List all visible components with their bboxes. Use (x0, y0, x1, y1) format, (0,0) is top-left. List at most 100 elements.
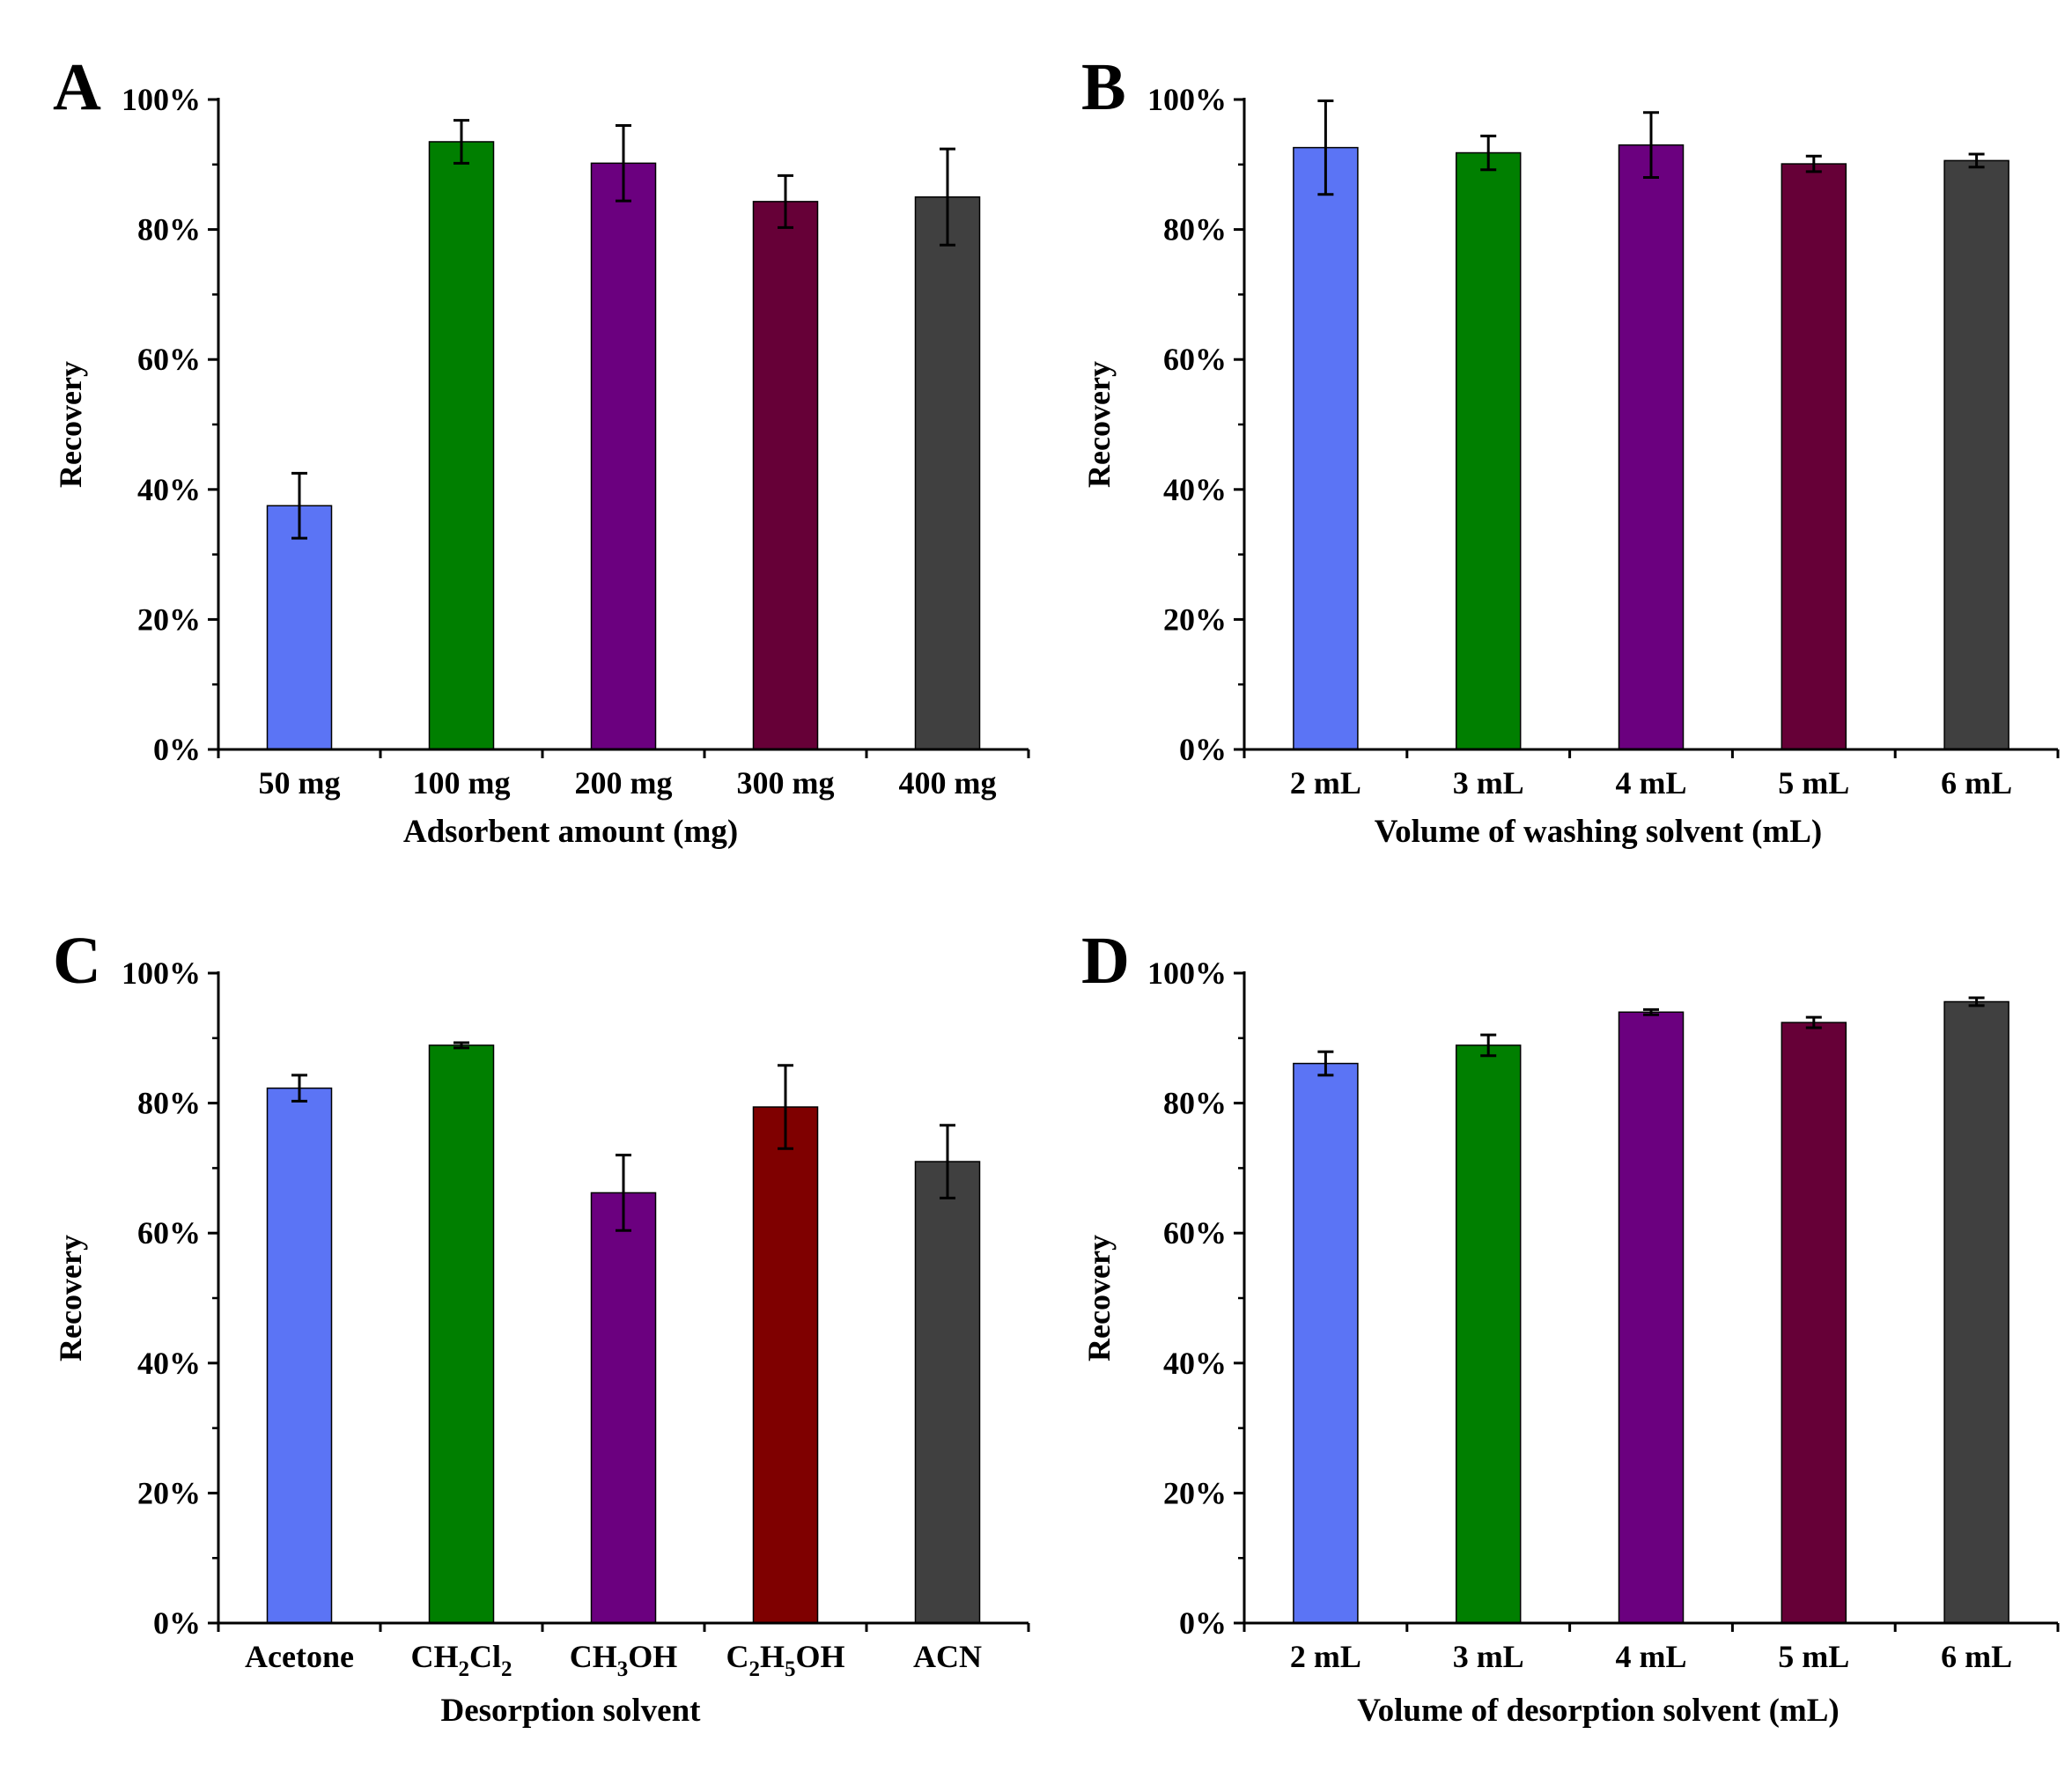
x-tick-label: 2 mL (1290, 1639, 1361, 1674)
x-tick-label: CH3OH (570, 1639, 678, 1681)
error-bar (616, 1154, 631, 1232)
y-axis-title: Recovery (1081, 361, 1117, 488)
y-tick-label: 0% (1179, 732, 1227, 767)
chart-panel-b: B 0% 20% 40% 60% 80% 100% 2 mL 3 mL 4 mL 5 mL 6 mL V… (1081, 50, 2060, 850)
x-axis-title: Volume of desorption solvent (mL) (1357, 1693, 1839, 1729)
chart-panel-c: C 0% 20% 40% 60% 80% 100% Acetone CH2Cl2 CH3OH C2H… (53, 924, 1030, 1729)
bar (1293, 1062, 1359, 1624)
error-bar (291, 1074, 307, 1103)
x-axis-title: Adsorbent amount (mg) (403, 814, 738, 850)
y-tick-label: 40% (1163, 1346, 1227, 1381)
x-axis-title: Volume of washing solvent (mL) (1375, 814, 1822, 850)
y-axis-title: Recovery (1081, 1235, 1117, 1361)
y-tick-label: 20% (1163, 601, 1227, 637)
bar (752, 201, 819, 750)
x-tick-label: 3 mL (1453, 1639, 1524, 1674)
x-tick-label: 50 mg (259, 765, 341, 801)
error-bar (940, 1124, 955, 1199)
x-tick-label: 2 mL (1290, 765, 1361, 801)
y-tick-label: 60% (1163, 1215, 1227, 1251)
y-tick-label: 100% (1147, 956, 1227, 991)
y-tick-label: 80% (137, 212, 201, 247)
bar (428, 1044, 495, 1624)
y-tick-label: 0% (1179, 1605, 1227, 1641)
y-tick-label: 20% (137, 1475, 201, 1510)
bar (590, 162, 657, 750)
y-tick-label: 40% (137, 472, 201, 507)
x-tick-label: Acetone (245, 1639, 354, 1674)
y-tick-label: 60% (137, 342, 201, 377)
bar (266, 505, 333, 750)
bar (590, 1192, 657, 1624)
chart-panel-d: D 0% 20% 40% 60% 80% 100% 2 mL 3 mL 4 mL 5 mL 6 mL V… (1081, 924, 2060, 1729)
y-tick-label: 100% (1147, 82, 1227, 117)
error-bar (453, 1041, 469, 1050)
x-tick-label: 5 mL (1778, 1639, 1849, 1674)
y-tick-label: 80% (137, 1086, 201, 1121)
y-tick-label: 60% (1163, 342, 1227, 377)
error-bar (1317, 99, 1334, 196)
bar (1618, 1011, 1685, 1624)
x-tick-label: 200 mg (575, 765, 673, 801)
panel-letter: A (53, 50, 101, 124)
error-bar (1317, 1050, 1334, 1077)
bar (752, 1106, 819, 1624)
y-axis-title: Recovery (53, 1235, 88, 1361)
y-tick-label: 40% (137, 1346, 201, 1381)
y-tick-label: 0% (153, 1605, 201, 1641)
error-bar (778, 173, 793, 229)
bar (1781, 1022, 1847, 1624)
chart-panel-a: A 0% 20% 40% 60% 80% 100% 50 mg 100 mg 200 mg 300 … (53, 50, 1030, 850)
error-bar (291, 471, 307, 540)
bar (1455, 151, 1522, 750)
y-tick-label: 20% (1163, 1475, 1227, 1510)
y-tick-label: 80% (1163, 1086, 1227, 1121)
error-bar (1643, 111, 1659, 180)
error-bar (1968, 152, 1985, 169)
x-axis-title: Desorption solvent (441, 1693, 702, 1729)
y-tick-label: 20% (137, 601, 201, 637)
bar (1618, 144, 1685, 750)
y-tick-label: 60% (137, 1215, 201, 1251)
x-tick-label: C2H5OH (726, 1639, 844, 1681)
bar (1455, 1044, 1522, 1624)
bar (428, 141, 495, 750)
panel-letter: C (53, 924, 101, 998)
bar (914, 196, 981, 750)
x-tick-label: 400 mg (899, 765, 997, 801)
error-bar (1968, 996, 1985, 1007)
y-tick-label: 100% (122, 956, 201, 991)
bar (914, 1161, 981, 1624)
x-tick-label: 4 mL (1616, 765, 1687, 801)
x-tick-label: 300 mg (737, 765, 835, 801)
panel-letter: B (1081, 50, 1126, 124)
x-tick-label: 100 mg (413, 765, 511, 801)
bar (1943, 159, 2009, 750)
y-tick-label: 0% (153, 732, 201, 767)
x-tick-label: 6 mL (1941, 765, 2012, 801)
bar (266, 1087, 333, 1624)
error-bar (778, 1064, 793, 1150)
x-tick-label: 6 mL (1941, 1639, 2012, 1674)
x-tick-label: 3 mL (1453, 765, 1524, 801)
error-bar (453, 119, 469, 165)
error-bar (940, 147, 955, 247)
error-bar (1805, 154, 1822, 173)
error-bar (1480, 1033, 1497, 1058)
y-tick-label: 100% (122, 82, 201, 117)
x-tick-label: 4 mL (1616, 1639, 1687, 1674)
error-bar (616, 124, 631, 203)
x-tick-label: CH2Cl2 (411, 1639, 512, 1681)
bar (1943, 1000, 2009, 1624)
error-bar (1643, 1007, 1659, 1016)
y-tick-label: 80% (1163, 212, 1227, 247)
error-bar (1805, 1015, 1822, 1029)
y-tick-label: 40% (1163, 472, 1227, 507)
x-tick-label: ACN (913, 1639, 982, 1674)
panel-letter: D (1081, 924, 1130, 998)
error-bar (1480, 134, 1497, 172)
y-axis-title: Recovery (53, 361, 88, 488)
bar (1293, 146, 1359, 750)
bar (1781, 163, 1847, 750)
